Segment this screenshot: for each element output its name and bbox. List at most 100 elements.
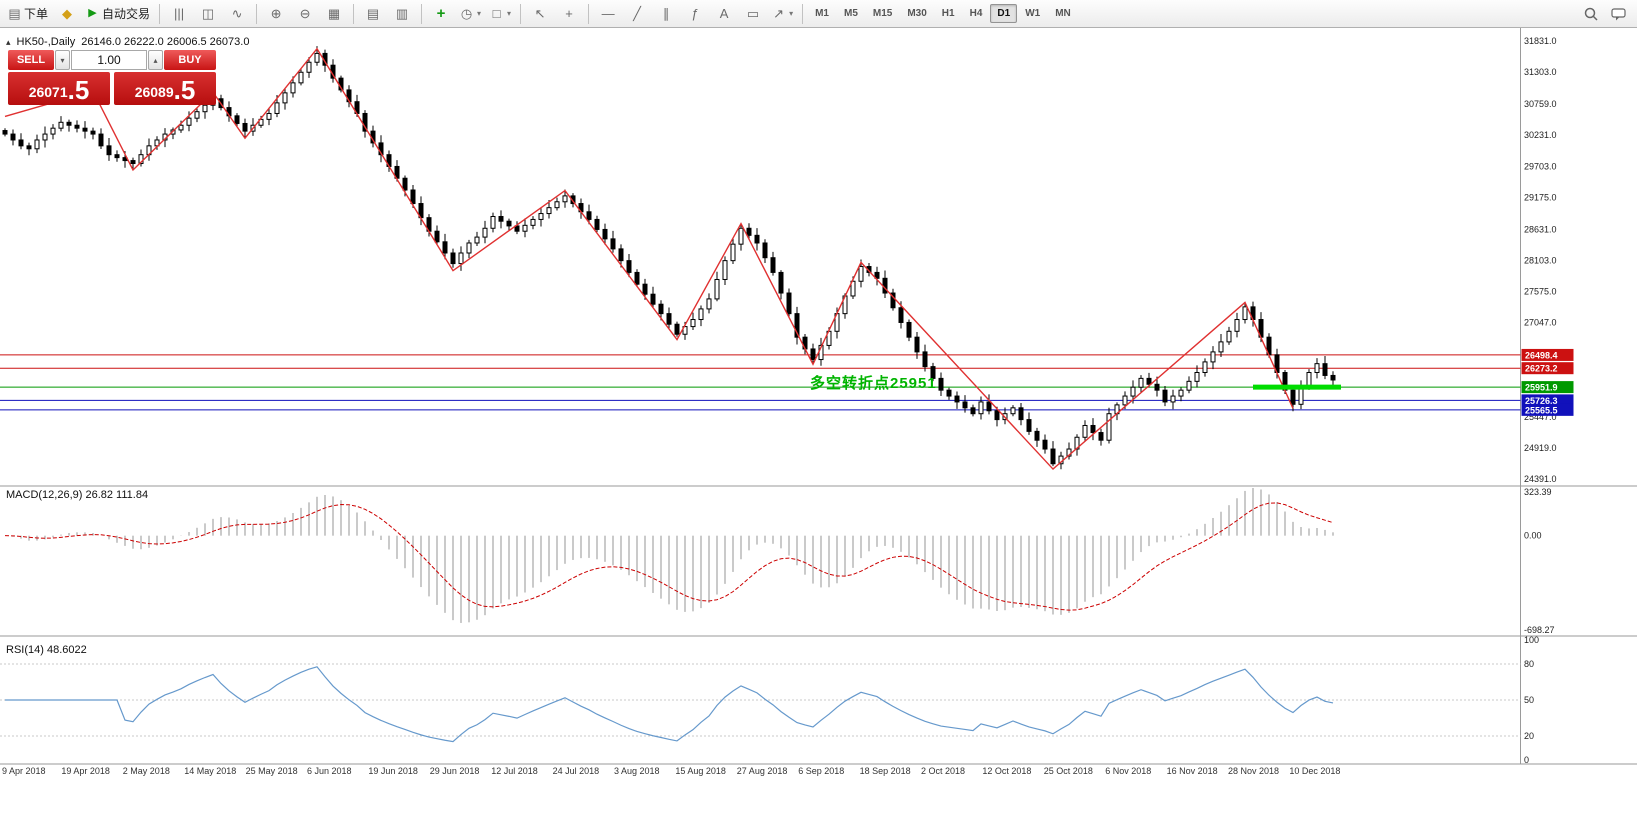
chart-canvas[interactable]: 31831.0 31303.0 30759.0 30231.0 29703.0 29175…: [0, 28, 1637, 816]
svg-text:27 Aug 2018: 27 Aug 2018: [737, 766, 788, 776]
timeframe-m5[interactable]: M5: [843, 8, 858, 19]
horizontal-line-button[interactable]: —: [594, 2, 622, 26]
svg-text:28 Nov 2018: 28 Nov 2018: [1228, 766, 1279, 776]
crosshair-button[interactable]: +: [555, 2, 583, 26]
zoom-in-button[interactable]: ⊕: [262, 2, 290, 26]
chart-title: ▴ HK50-,Daily 26146.0 26222.0 26006.5 26…: [6, 36, 249, 48]
svg-text:80: 80: [1524, 659, 1534, 669]
svg-text:31303.0: 31303.0: [1524, 67, 1557, 77]
timeframe-d1[interactable]: D1: [990, 4, 1018, 23]
svg-text:6 Nov 2018: 6 Nov 2018: [1105, 766, 1151, 776]
objects-button[interactable]: □ ▾: [486, 2, 515, 26]
period-button[interactable]: ◷ ▾: [456, 2, 485, 26]
svg-text:3 Aug 2018: 3 Aug 2018: [614, 766, 660, 776]
chevron-down-icon: ▾: [477, 9, 482, 18]
arrange-icon: ▥: [395, 6, 409, 21]
buy-price-main: 26089: [134, 84, 174, 101]
toolbar-separator: [159, 3, 161, 24]
svg-text:9 Apr 2018: 9 Apr 2018: [2, 766, 46, 776]
svg-text:0.00: 0.00: [1524, 531, 1542, 541]
svg-text:24391.0: 24391.0: [1524, 474, 1557, 484]
cursor-icon: ↖: [534, 6, 546, 21]
cursor-button[interactable]: ↖: [526, 2, 554, 26]
svg-text:29175.0: 29175.0: [1524, 192, 1557, 202]
volume-input[interactable]: 1.00: [71, 50, 147, 70]
svg-text:15 Aug 2018: 15 Aug 2018: [675, 766, 726, 776]
trendline-button[interactable]: ╱: [623, 2, 651, 26]
svg-text:2 Oct 2018: 2 Oct 2018: [921, 766, 965, 776]
arrows-button[interactable]: ↗ ▾: [768, 2, 797, 26]
svg-text:323.39: 323.39: [1524, 487, 1552, 497]
timeframe-mn[interactable]: MN: [1055, 8, 1071, 19]
new-order-icon: ▤: [8, 6, 21, 21]
zoom-out-button[interactable]: ⊖: [291, 2, 319, 26]
macd-indicator-label: MACD(12,26,9) 26.82 111.84: [6, 489, 149, 501]
svg-text:27575.0: 27575.0: [1524, 287, 1557, 297]
cascade-button[interactable]: ▤: [359, 2, 387, 26]
label-button[interactable]: ▭: [739, 2, 767, 26]
text-icon: A: [719, 6, 729, 21]
diamond-icon: ◆: [62, 6, 73, 21]
svg-text:29703.0: 29703.0: [1524, 161, 1557, 171]
svg-text:25951.9: 25951.9: [1525, 383, 1558, 393]
svg-text:2 May 2018: 2 May 2018: [123, 766, 170, 776]
autotrading-label: 自动交易: [102, 7, 151, 21]
clock-icon: ◷: [460, 6, 473, 21]
candlestick-icon: ◫: [201, 6, 215, 21]
cascade-icon: ▤: [366, 6, 380, 21]
autotrading-button[interactable]: ▶ 自动交易: [82, 2, 154, 26]
chevron-down-icon: ▾: [60, 55, 65, 65]
channel-icon: ∥: [662, 6, 670, 21]
timeframe-h4[interactable]: H4: [969, 8, 983, 19]
chevron-down-icon: ▾: [789, 9, 794, 18]
timeframe-m30[interactable]: M30: [907, 8, 927, 19]
toolbar-separator: [421, 3, 423, 24]
buy-price[interactable]: 26089.5: [114, 72, 216, 105]
timeframe-m1[interactable]: M1: [815, 8, 829, 19]
line-chart-icon: ∿: [231, 6, 243, 21]
search-button[interactable]: [1577, 2, 1605, 26]
sell-button[interactable]: SELL: [8, 50, 54, 70]
channel-button[interactable]: ∥: [652, 2, 680, 26]
svg-text:30759.0: 30759.0: [1524, 99, 1557, 109]
diamond-button[interactable]: ◆: [53, 2, 81, 26]
indicators-button[interactable]: +: [427, 2, 455, 26]
one-click-trading-panel: SELL ▾ 1.00 ▴ BUY 26071.5 26089.5: [8, 50, 216, 105]
play-icon: ▶: [88, 7, 97, 19]
zoom-in-icon: ⊕: [270, 6, 282, 21]
text-button[interactable]: A: [710, 2, 738, 26]
tile-windows-button[interactable]: ▦: [320, 2, 348, 26]
label-icon: ▭: [746, 6, 760, 21]
tile-windows-icon: ▦: [327, 6, 341, 21]
svg-text:100: 100: [1524, 635, 1539, 645]
crosshair-icon: +: [565, 6, 573, 21]
fibonacci-button[interactable]: ƒ: [681, 2, 709, 26]
sell-price-fraction: .5: [67, 75, 90, 106]
chat-button[interactable]: [1605, 2, 1633, 26]
buy-button[interactable]: BUY: [164, 50, 216, 70]
order-options-dropdown[interactable]: ▾: [55, 50, 70, 70]
svg-text:19 Jun 2018: 19 Jun 2018: [368, 766, 418, 776]
volume-up-button[interactable]: ▴: [148, 50, 163, 70]
add-indicator-icon: +: [436, 5, 446, 22]
svg-text:0: 0: [1524, 755, 1529, 765]
trendline-icon: ╱: [633, 6, 641, 21]
timeframe-w1[interactable]: W1: [1025, 8, 1041, 19]
line-chart-button[interactable]: ∿: [223, 2, 251, 26]
timeframe-h1[interactable]: H1: [941, 8, 955, 19]
sell-price[interactable]: 26071.5: [8, 72, 110, 105]
arrows-icon: ↗: [773, 6, 785, 21]
svg-text:50: 50: [1524, 695, 1534, 705]
svg-text:27047.0: 27047.0: [1524, 318, 1557, 328]
arrange-button[interactable]: ▥: [388, 2, 416, 26]
svg-text:26273.2: 26273.2: [1525, 364, 1558, 374]
new-order-label: 下单: [24, 7, 49, 21]
timeframe-m15[interactable]: M15: [872, 8, 893, 19]
bar-chart-icon: |||: [173, 6, 185, 21]
fibonacci-icon: ƒ: [691, 6, 699, 21]
svg-text:12 Jul 2018: 12 Jul 2018: [491, 766, 538, 776]
bar-chart-button[interactable]: |||: [165, 2, 193, 26]
candlestick-button[interactable]: ◫: [194, 2, 222, 26]
svg-text:24919.0: 24919.0: [1524, 443, 1557, 453]
new-order-button[interactable]: ▤ 下单: [4, 2, 52, 26]
